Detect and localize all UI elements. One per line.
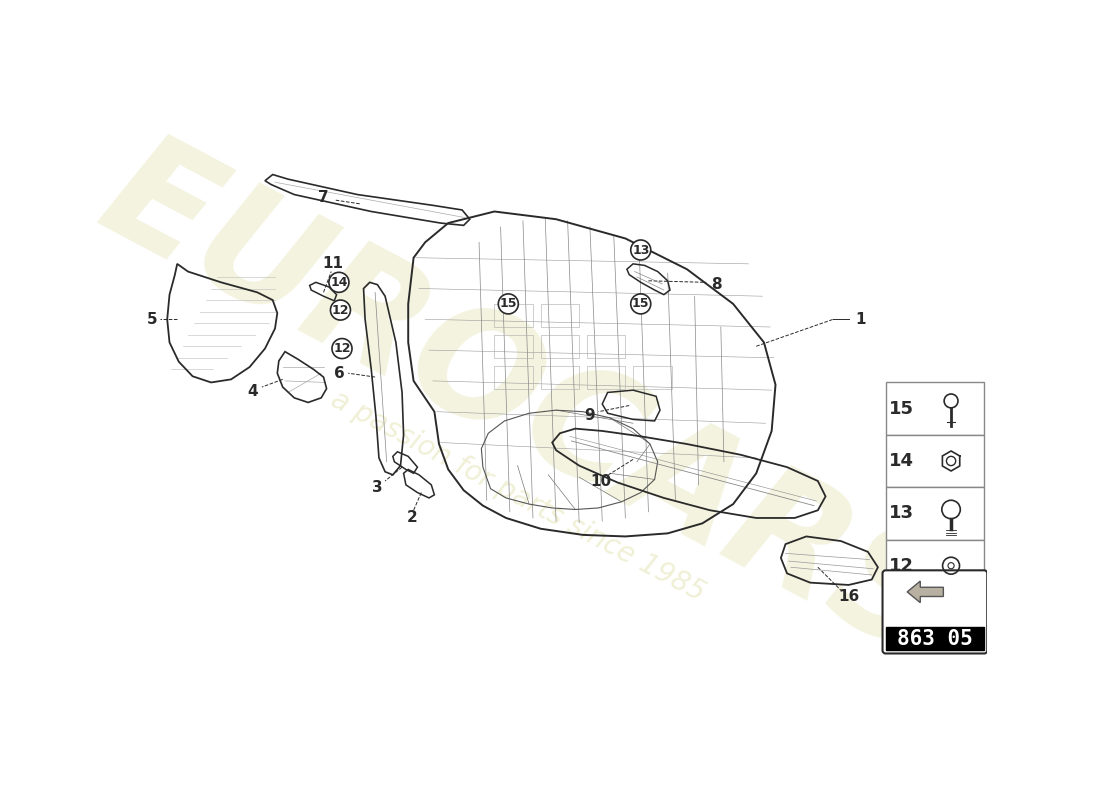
Polygon shape: [908, 581, 944, 602]
FancyBboxPatch shape: [882, 570, 988, 654]
Circle shape: [498, 294, 518, 314]
Bar: [886, 539, 984, 592]
Text: 2: 2: [407, 510, 417, 526]
Bar: [886, 435, 984, 487]
Text: 15: 15: [889, 400, 913, 418]
Bar: [886, 382, 984, 435]
Text: EUROCARS: EUROCARS: [78, 119, 972, 689]
Text: 6: 6: [333, 366, 344, 381]
Text: 15: 15: [632, 298, 649, 310]
Bar: [886, 627, 984, 650]
Circle shape: [630, 294, 651, 314]
Text: 12: 12: [333, 342, 351, 355]
Text: 14: 14: [889, 452, 913, 470]
Text: 8: 8: [711, 277, 722, 292]
Text: 15: 15: [499, 298, 517, 310]
Text: a passion for parts since 1985: a passion for parts since 1985: [326, 386, 710, 607]
Text: 13: 13: [632, 243, 649, 257]
Circle shape: [332, 338, 352, 358]
Circle shape: [330, 300, 351, 320]
Text: 12: 12: [889, 557, 913, 574]
Text: 863 05: 863 05: [896, 629, 972, 649]
Bar: [886, 487, 984, 539]
Text: 3: 3: [372, 480, 383, 494]
Text: 9: 9: [584, 408, 594, 423]
Text: 4: 4: [248, 384, 258, 399]
Text: 14: 14: [330, 276, 348, 289]
Text: 7: 7: [318, 190, 329, 205]
Circle shape: [329, 272, 349, 292]
Text: 11: 11: [322, 256, 343, 271]
Text: 5: 5: [146, 312, 157, 326]
Circle shape: [630, 240, 651, 260]
Text: 10: 10: [590, 474, 612, 489]
Text: 12: 12: [332, 303, 349, 317]
Text: 16: 16: [838, 589, 859, 604]
Text: 13: 13: [889, 504, 913, 522]
Text: 1: 1: [855, 312, 866, 326]
